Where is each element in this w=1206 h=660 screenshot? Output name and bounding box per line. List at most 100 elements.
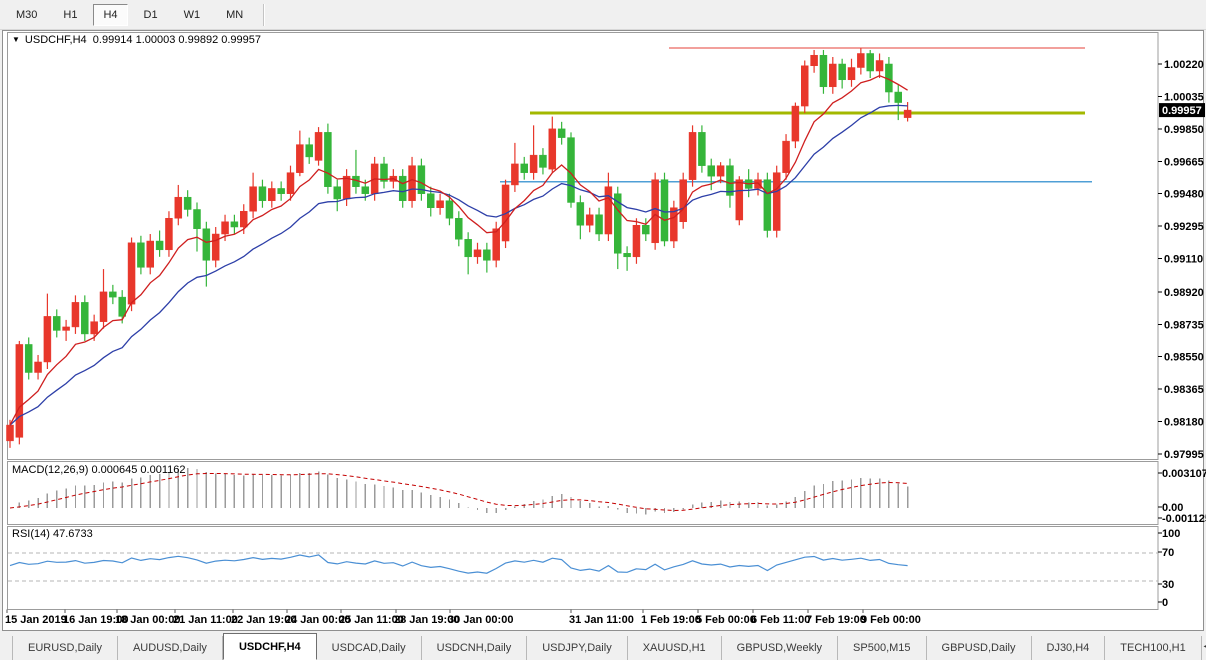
ma-slow-line (9, 104, 908, 426)
tab-dj30-h4[interactable]: DJ30,H4 (1032, 636, 1106, 660)
tab-scroll-left-icon[interactable]: ◄ (1202, 641, 1206, 651)
price-tick-label: 0.98365 (1164, 384, 1204, 396)
candle-body (875, 60, 884, 72)
candle-body (417, 165, 426, 194)
tab-xauusd-h1[interactable]: XAUUSD,H1 (628, 636, 722, 660)
candle-body (483, 249, 491, 261)
price-axis: 1.00220 1.00035 0.99850 0.99665 0.99480 0.992… (1158, 59, 1204, 461)
candle-body (43, 316, 52, 363)
candle-body (361, 186, 370, 194)
tab-usdchf-h4[interactable]: USDCHF,H4 (222, 633, 317, 660)
candle-body (221, 221, 229, 235)
tab-eurusd-daily[interactable]: EURUSD,Daily (12, 636, 118, 660)
candle-body (473, 249, 482, 258)
price-tick-label: 1.00220 (1164, 59, 1204, 71)
candle-body (763, 179, 772, 231)
candle-body (408, 165, 416, 201)
rsi-indicator-label: RSI(14) 47.6733 (12, 528, 93, 540)
time-tick-label: 31 Jan 11:00 (569, 614, 634, 626)
candle-body (726, 165, 734, 196)
candle-body (660, 179, 669, 242)
macd-histogram (18, 467, 909, 515)
candle-body (801, 65, 809, 107)
price-tick-label: 0.99110 (1164, 254, 1203, 266)
candle-body (707, 165, 715, 177)
tab-gbpusd-daily[interactable]: GBPUSD,Daily (927, 636, 1032, 660)
toolbar-separator (263, 3, 266, 26)
timeframe-button-mn[interactable]: MN (226, 9, 244, 21)
timeframe-button-w1[interactable]: W1 (183, 9, 201, 21)
candle-body (857, 53, 865, 68)
price-tick-label: 0.99295 (1164, 221, 1204, 233)
timeframe-button-h4[interactable]: H4 (93, 4, 128, 26)
candle-body (548, 128, 557, 170)
tab-tech100-h1[interactable]: TECH100,H1 (1105, 636, 1202, 660)
candle-body (623, 253, 631, 258)
candle-body (99, 291, 108, 322)
candle-body (810, 54, 818, 67)
candle-body (464, 239, 472, 258)
candle-body (127, 242, 136, 305)
chart-window-frame (2, 30, 1204, 631)
candle-body (118, 296, 126, 317)
tab-scroll-arrows: ◄ ► (1202, 632, 1206, 660)
time-tick-label: 18 Jan 00:00 (115, 614, 180, 626)
time-tick-label: 5 Feb 00:00 (696, 614, 756, 626)
candle-body (15, 344, 24, 438)
symbol-dropdown-icon[interactable]: ▼ (12, 35, 20, 44)
price-tick-label: 0.97995 (1164, 449, 1204, 461)
candle-body (109, 291, 117, 298)
chart-title: ▼ USDCHF,H4 0.99914 1.00003 0.99892 0.999… (12, 34, 261, 46)
candle-body (193, 209, 201, 230)
current-price-bg (1159, 103, 1205, 118)
chart-title-symbol: USDCHF,H4 (24, 34, 87, 46)
chart-tabs: EURUSD,Daily AUDUSD,Daily USDCHF,H4 USDCAD,… (12, 632, 1202, 660)
tab-sp500-m15[interactable]: SP500,M15 (838, 636, 927, 660)
tab-usdcad-daily[interactable]: USDCAD,Daily (317, 636, 422, 660)
candle-body (137, 242, 145, 268)
candle-body (698, 132, 706, 166)
candle-body (24, 344, 33, 373)
tab-usdjpy-daily[interactable]: USDJPY,Daily (527, 636, 628, 660)
macd-pane (7, 461, 1159, 525)
candle-body (81, 302, 89, 335)
tab-usdcnh-daily[interactable]: USDCNH,Daily (422, 636, 528, 660)
timeframe-button-h1[interactable]: H1 (63, 9, 78, 21)
timeframe-button-m30[interactable]: M30 (16, 9, 38, 21)
candle-body (782, 140, 790, 173)
macd-tick-label: 0.003107 (1162, 468, 1206, 480)
candle-body (576, 202, 585, 226)
candle-body (567, 137, 575, 203)
candle-body (90, 321, 98, 335)
candle-body (632, 225, 641, 258)
chart-title-ohlc-values: 0.99914 1.00003 0.99892 0.99957 (92, 34, 261, 46)
candle-body (286, 172, 295, 194)
candle-body (333, 186, 341, 200)
current-price-tag: 0.99957 (1159, 103, 1205, 118)
candle-body (866, 53, 874, 72)
candle-body (146, 240, 154, 268)
candle-body (614, 193, 622, 254)
candle-body (819, 54, 828, 88)
time-tick-label: 16 Jan 19:00 (63, 614, 128, 626)
candle-body (314, 132, 323, 161)
time-tick-label: 1 Feb 19:00 (641, 614, 701, 626)
timeframe-button-d1[interactable]: D1 (143, 9, 158, 21)
candle-body (585, 214, 594, 226)
price-tick-label: 0.99480 (1164, 189, 1204, 201)
candle-body (240, 210, 248, 228)
time-tick-label: 24 Jan 00:00 (285, 614, 350, 626)
candle-body (651, 179, 659, 244)
candle-body (445, 200, 454, 219)
candle-body (829, 63, 837, 88)
candle-body (679, 179, 687, 223)
candle-body (427, 193, 435, 208)
tab-gbpusd-weekly[interactable]: GBPUSD,Weekly (722, 636, 839, 660)
tab-audusd-daily[interactable]: AUDUSD,Daily (118, 636, 223, 660)
current-price-label: 0.99957 (1162, 105, 1202, 117)
candle-body (838, 63, 846, 81)
candle-body (398, 175, 407, 201)
